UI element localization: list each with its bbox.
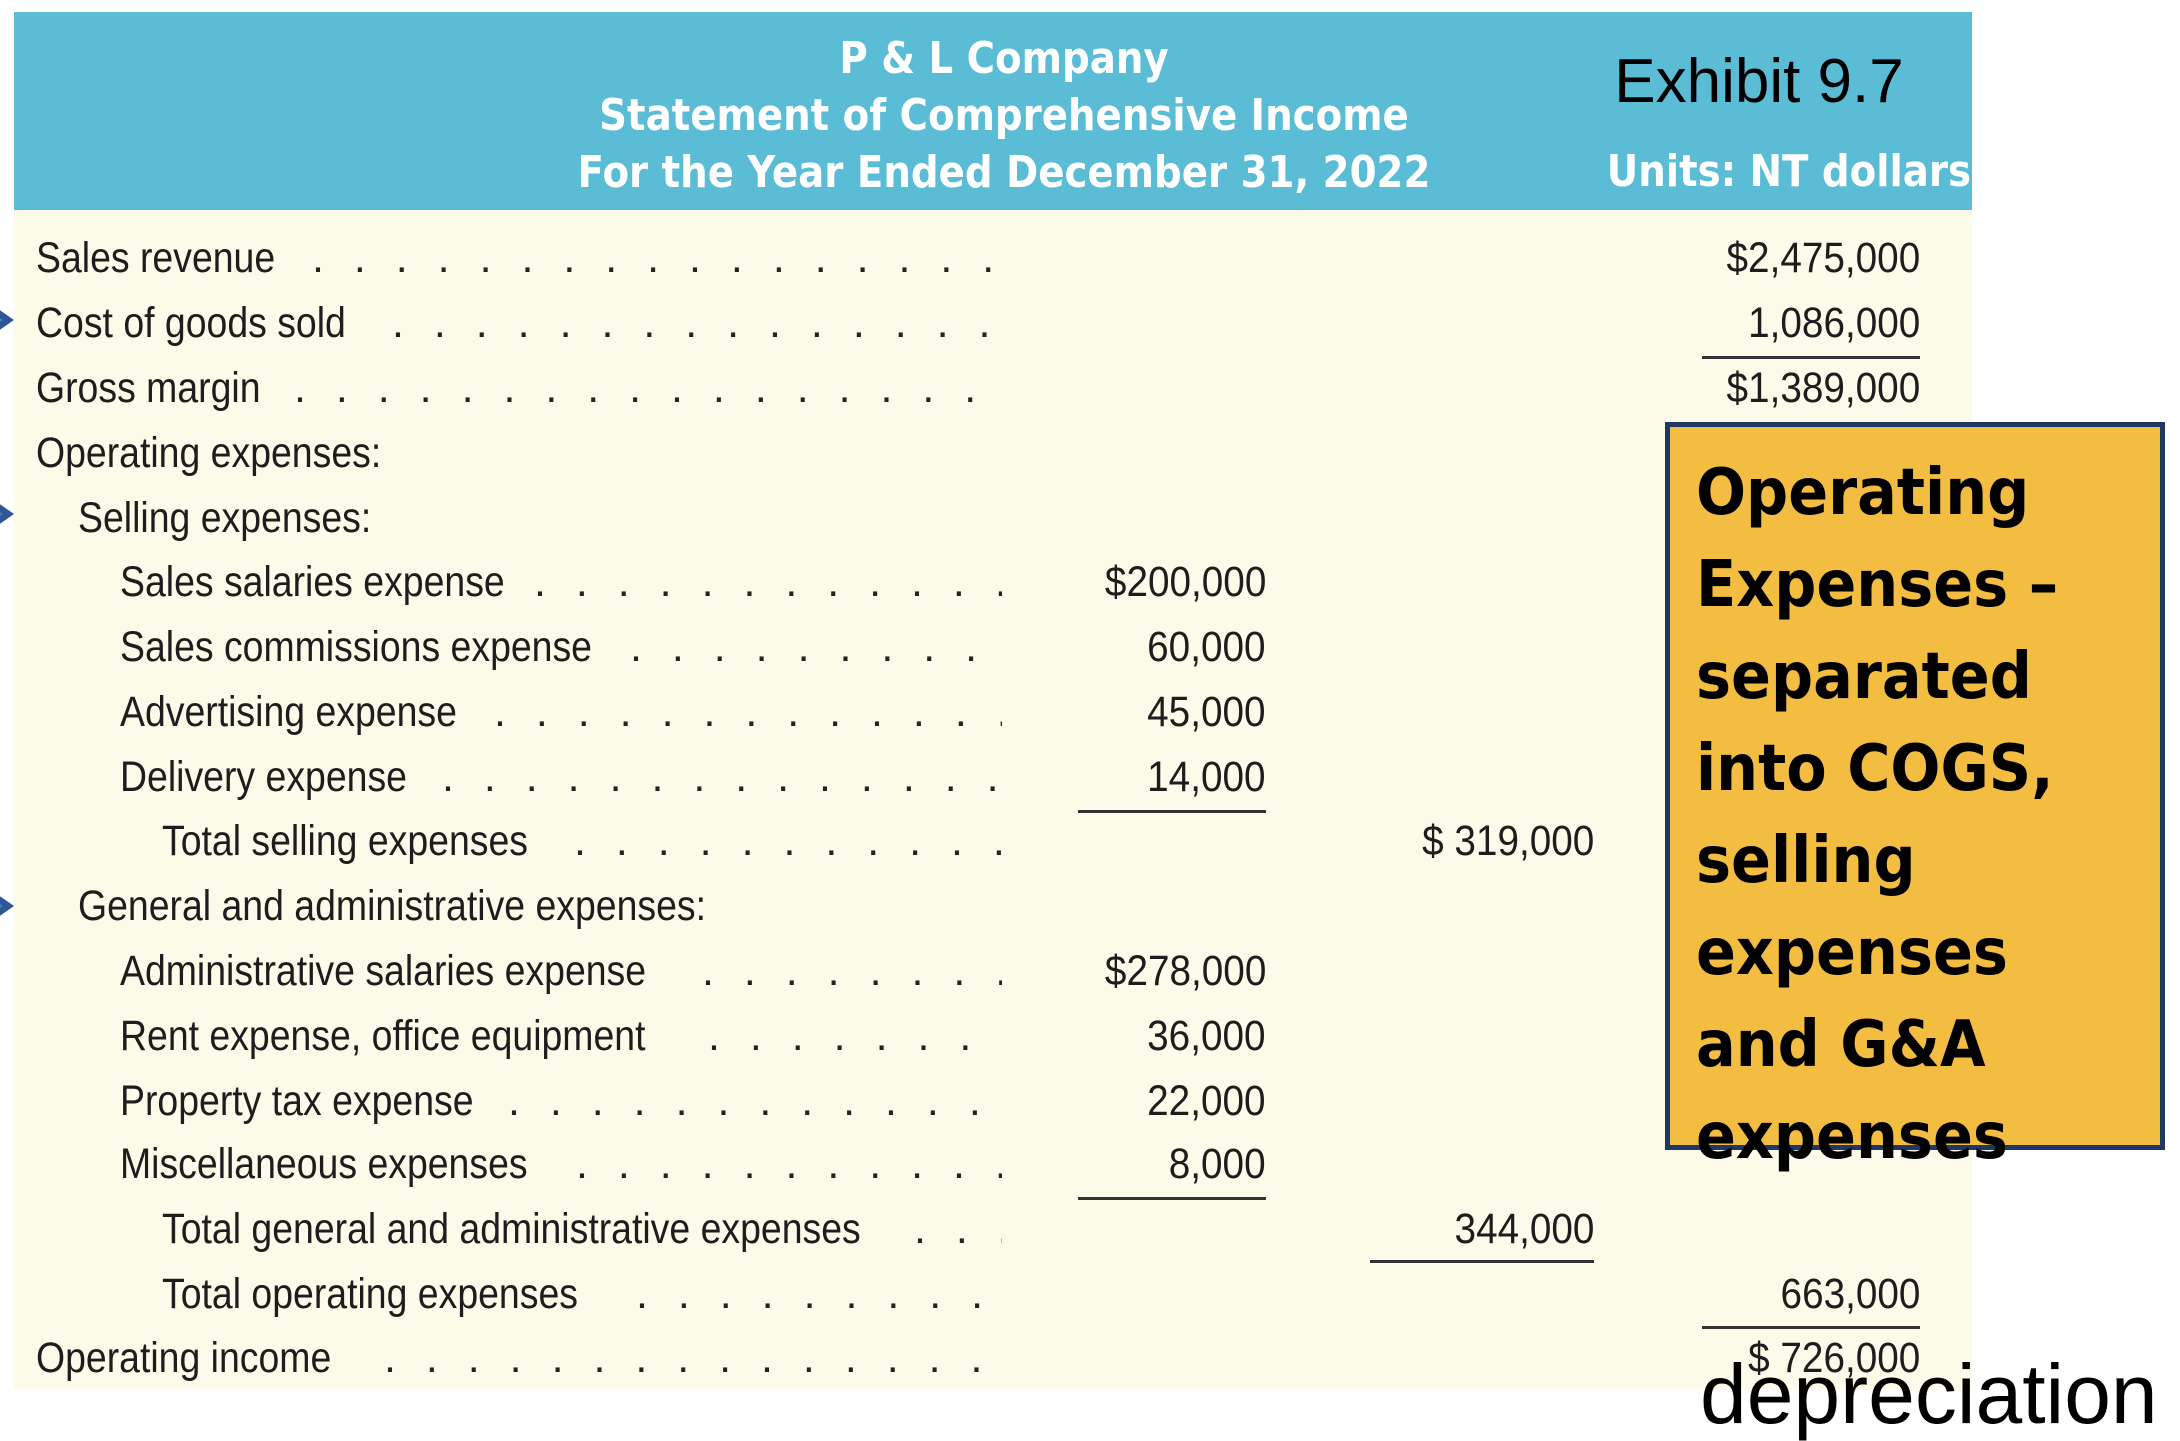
row-label: Operating income — [36, 1334, 332, 1382]
subtotal-underline — [1702, 1326, 1920, 1329]
statement-row: Selling expenses: — [14, 488, 1972, 548]
statement-row: Total general and administrative expense… — [14, 1199, 1972, 1259]
row-value: 344,000 — [1454, 1205, 1594, 1253]
header-title-block: P & L Company Statement of Comprehensive… — [546, 30, 1461, 201]
statement-row: Delivery expense . . . . . . . . . . . .… — [14, 747, 1972, 807]
row-value: $200,000 — [1104, 558, 1266, 606]
statement-body: Sales revenue . . . . . . . . . . . . . … — [14, 210, 1972, 1390]
leader-dots: . . . . . . . . . . . . . . . . . . . . … — [574, 817, 1002, 865]
leader-dots: . . . — [914, 1205, 1002, 1253]
subtotal-underline — [1702, 356, 1920, 359]
statement-row: General and administrative expenses: — [14, 876, 1972, 936]
operating-expenses-callout: Operating Expenses – separated into COGS… — [1665, 422, 2165, 1174]
statement-name: Statement of Comprehensive Income — [599, 90, 1409, 141]
company-name: P & L Company — [839, 33, 1169, 84]
row-label: Total general and administrative expense… — [162, 1205, 861, 1253]
leader-dots: . . . . . . . . . . . . . . . . . . . . … — [384, 1334, 1002, 1382]
leader-dots: . . . . . . . . . . . . . . . . . . . . … — [630, 623, 1002, 671]
row-value: 36,000 — [1147, 1012, 1266, 1060]
leader-dots: . . . . . . . . . . . . . . . . . . . . … — [576, 1140, 1002, 1188]
row-value: 663,000 — [1780, 1270, 1920, 1318]
row-label: Administrative salaries expense — [120, 947, 647, 995]
leader-dots: . . . . . . . . . . . . . . . . . . . . … — [294, 364, 1002, 412]
row-label: Selling expenses: — [78, 494, 372, 542]
row-value: 22,000 — [1147, 1077, 1266, 1125]
partial-caption-text: depreciation — [1700, 1347, 2158, 1441]
row-value: $1,389,000 — [1726, 364, 1920, 412]
leader-dots: . . . . . . . . . . . . . . . . . . . . … — [534, 558, 1002, 606]
callout-line: and G&A — [1696, 1008, 1986, 1082]
row-value: $2,475,000 — [1726, 234, 1920, 282]
row-value: $ 726,000 — [1747, 1334, 1920, 1382]
statement-header: P & L Company Statement of Comprehensive… — [14, 12, 1972, 210]
statement-row: Sales revenue . . . . . . . . . . . . . … — [14, 228, 1972, 288]
row-value: 1,086,000 — [1747, 299, 1920, 347]
row-label: Sales salaries expense — [120, 558, 505, 606]
statement-row: Operating expenses: — [14, 423, 1972, 483]
units-label: Units: NT dollars — [1606, 146, 1972, 197]
row-value: 8,000 — [1169, 1140, 1266, 1188]
statement-period: For the Year Ended December 31, 2022 — [577, 147, 1431, 198]
leader-dots: . . . . . . . . . . . . . . . . . . . . … — [392, 299, 1002, 347]
callout-line: expenses — [1696, 1100, 2008, 1174]
pointer-arrow-icon — [0, 496, 14, 532]
row-value: $278,000 — [1104, 947, 1266, 995]
statement-row: Total operating expenses . . . . . . . .… — [14, 1264, 1972, 1324]
callout-line: selling — [1696, 824, 1916, 898]
row-label: Total operating expenses — [162, 1270, 578, 1318]
row-label: Sales revenue — [36, 234, 276, 282]
callout-line: Expenses – — [1696, 548, 2059, 622]
statement-row: Gross margin . . . . . . . . . . . . . .… — [14, 358, 1972, 418]
leader-dots: . . . . . . . . . . . . . . . . . . . . … — [636, 1270, 1002, 1318]
exhibit-label: Exhibit 9.7 — [1614, 47, 1904, 116]
row-value: 14,000 — [1147, 753, 1266, 801]
pointer-arrow-icon — [0, 302, 14, 338]
callout-line: into COGS, — [1696, 732, 2054, 806]
subtotal-underline — [1078, 810, 1266, 813]
leader-dots: . . . . . . . . . . . . . . . . . . . . … — [494, 688, 1002, 736]
row-label: Rent expense, office equipment — [120, 1012, 646, 1060]
row-value: 45,000 — [1147, 688, 1266, 736]
row-label: Advertising expense — [120, 688, 457, 736]
statement-row: Advertising expense . . . . . . . . . . … — [14, 682, 1972, 742]
leader-dots: . . . . . . . . . . . . . . . . . . . . … — [442, 753, 1002, 801]
row-label: Delivery expense — [120, 753, 407, 801]
subtotal-underline — [1370, 1260, 1594, 1263]
pointer-arrow-icon — [0, 888, 14, 924]
statement-row: Sales commissions expense . . . . . . . … — [14, 617, 1972, 677]
leader-dots: . . . . . . . . . . . . . . . . . . . . … — [312, 234, 1002, 282]
row-label: Sales commissions expense — [120, 623, 593, 671]
row-label: Operating expenses: — [36, 429, 382, 477]
row-label: Total selling expenses — [162, 817, 529, 865]
row-value: 60,000 — [1147, 623, 1266, 671]
row-label: Cost of goods sold — [36, 299, 346, 347]
row-label: General and administrative expenses: — [78, 882, 707, 930]
callout-line: expenses — [1696, 916, 2008, 990]
statement-row: Cost of goods sold . . . . . . . . . . .… — [14, 293, 1972, 353]
callout-line: Operating — [1696, 456, 2030, 530]
row-label: Gross margin — [36, 364, 261, 412]
leader-dots: . . . . . . . . . . . . . . . . . . . . … — [508, 1077, 1002, 1125]
leader-dots: . . . . . . . . . . . . . . . . . . — [702, 947, 1002, 995]
statement-row: Miscellaneous expenses . . . . . . . . .… — [14, 1134, 1972, 1194]
row-label: Miscellaneous expenses — [120, 1140, 528, 1188]
statement-row: Rent expense, office equipment . . . . .… — [14, 1006, 1972, 1066]
statement-row: Operating income . . . . . . . . . . . .… — [14, 1328, 1972, 1388]
statement-row: Property tax expense . . . . . . . . . .… — [14, 1071, 1972, 1131]
leader-dots: . . . . . . . . . . . . . . . . . . — [708, 1012, 1002, 1060]
statement-row: Sales salaries expense . . . . . . . . .… — [14, 552, 1972, 612]
row-label: Property tax expense — [120, 1077, 474, 1125]
statement-row: Total selling expenses . . . . . . . . .… — [14, 811, 1972, 871]
callout-line: separated — [1696, 640, 2032, 714]
row-value: $ 319,000 — [1421, 817, 1594, 865]
statement-row: Administrative salaries expense . . . . … — [14, 941, 1972, 1001]
subtotal-underline — [1078, 1197, 1266, 1200]
